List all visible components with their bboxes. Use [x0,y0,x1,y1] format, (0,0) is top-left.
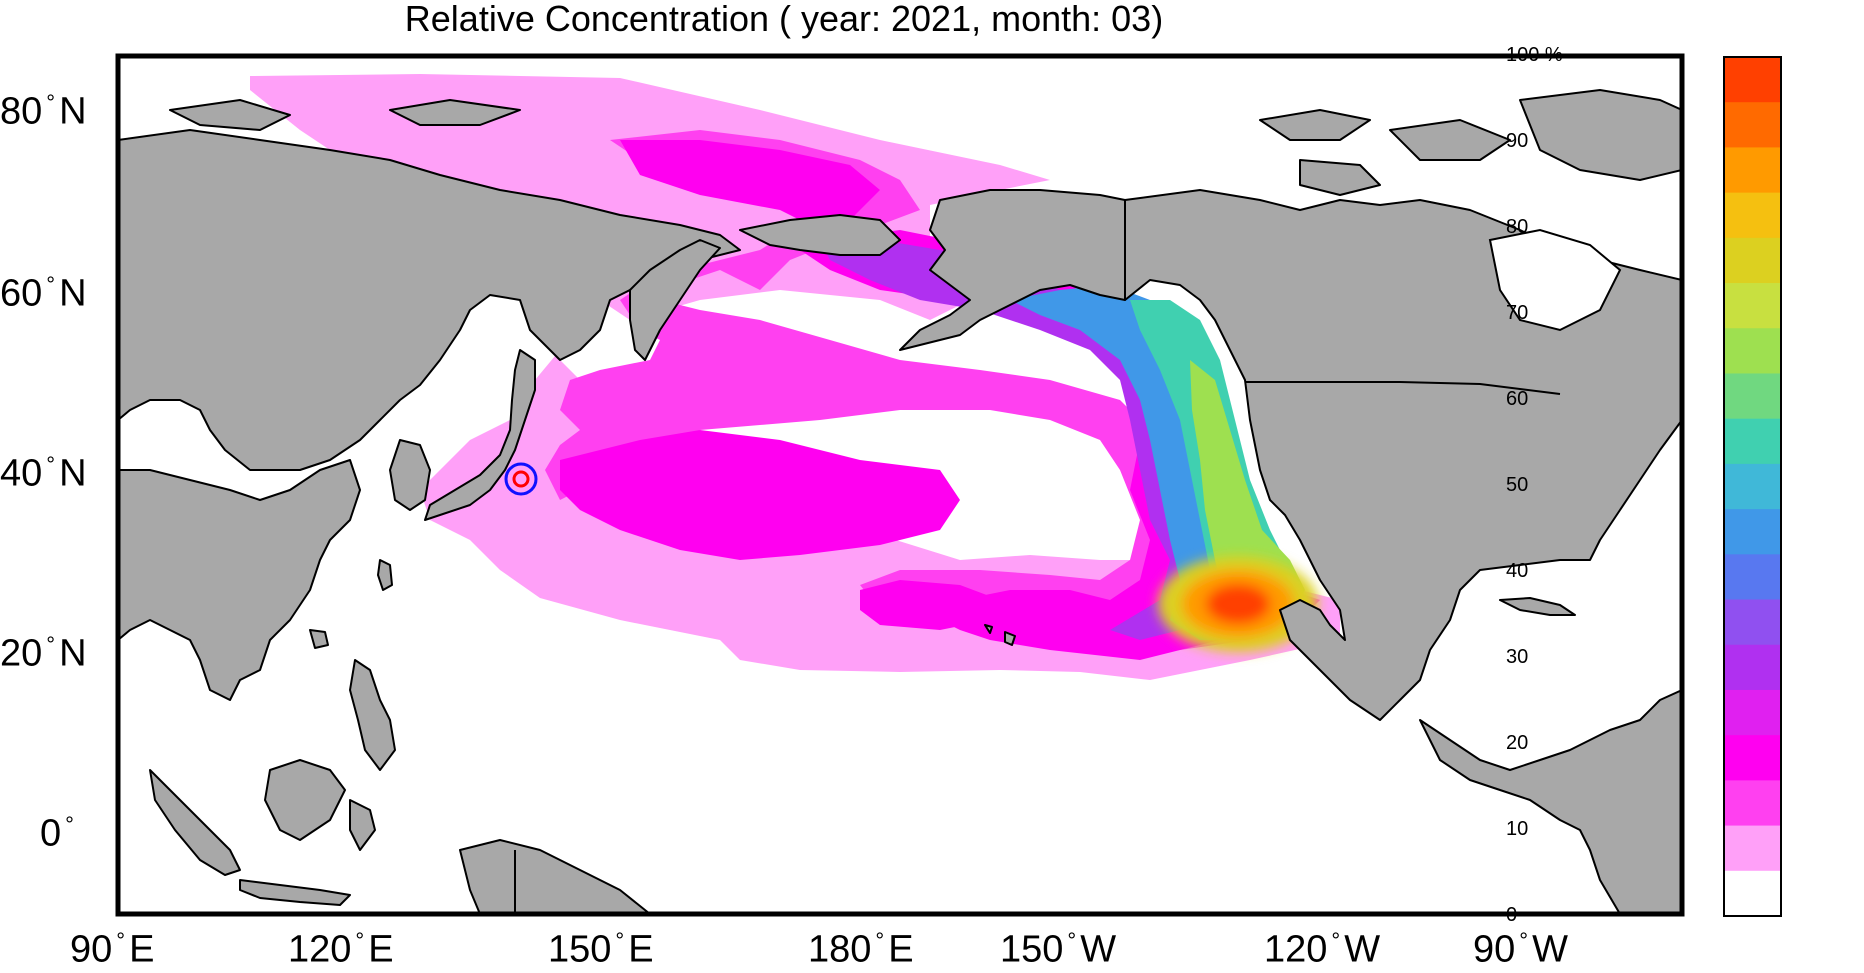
colorbar-label-40: 40 [1506,560,1529,582]
colorbar-segment [1724,147,1781,194]
colorbar-segment [1724,735,1781,781]
plume-level-10 [545,130,1320,655]
land-hainan [309,629,329,649]
colorbar-segment [1724,418,1781,465]
colorbar-segment [1724,599,1781,646]
colorbar-segment [1724,689,1781,736]
lat-label-80: 80 ° N [0,90,87,133]
source-marker [504,462,538,496]
land-borneo [264,759,346,841]
lat-label-0: 0 ° [40,812,74,855]
colorbar-segment [1724,328,1781,374]
plume-level-60 [1190,360,1305,620]
colorbar-segment [1724,283,1781,329]
source-marker-outer-ring [504,462,538,496]
colorbar [1724,57,1781,917]
colorbar-segment [1724,780,1781,827]
landmasses [118,89,1682,914]
colorbar-frame [1723,56,1782,917]
colorbar-segment [1724,870,1781,917]
colorbar-segment [1724,509,1781,555]
land-japan [424,349,536,521]
lon-label-90e: 90 ° E [70,928,155,971]
colorbar-label-100: 100 % [1506,44,1563,66]
lon-label-150e: 150 ° E [548,928,654,971]
lon-label-180e: 180 ° E [808,928,914,971]
land-kamchatka [629,239,721,361]
colorbar-label-70: 70 [1506,302,1529,324]
lat-label-40: 40 ° N [0,452,87,495]
lon-label-120e: 120 ° E [288,928,394,971]
colorbar-label-60: 60 [1506,388,1529,410]
land-philippines [349,659,396,771]
land-arctic-archipelago [1259,89,1682,196]
colorbar-segment [1724,463,1781,510]
colorbar-label-30: 30 [1506,646,1529,668]
hotspot-level-90 [1206,584,1270,624]
land-cuba [1499,597,1576,616]
land-korea [389,439,431,511]
colorbar-segment [1724,373,1781,420]
hudson-bay [1488,228,1622,332]
colorbar-segment [1724,57,1781,103]
lon-label-90w: 90 ° W [1473,928,1568,971]
colorbar-label-10: 10 [1506,818,1529,840]
colorbar-segment [1724,237,1781,284]
source-marker-inner-ring [512,470,530,488]
colorbar-segment [1724,644,1781,691]
land-taiwan [377,559,393,591]
colorbar-segment [1724,825,1781,872]
land-sumatra [149,769,241,876]
lon-label-120w: 120 ° W [1264,928,1381,971]
land-new-guinea [459,839,651,914]
plume-level-20 [560,140,1250,660]
colorbar-label-80: 80 [1506,216,1529,238]
colorbar-label-0: 0 [1506,904,1518,926]
land-arctic-islands [169,99,521,131]
colorbar-label-50: 50 [1506,474,1529,496]
colorbar-segment [1724,554,1781,601]
land-hawaii [984,624,1016,646]
lon-label-150w: 150 ° W [1000,928,1117,971]
land-chukotka [739,214,901,256]
map-title: Relative Concentration ( year: 2021, mon… [404,0,1164,39]
land-java [239,879,351,906]
borders [514,200,1561,914]
colorbar-label-90: 90 [1506,130,1529,152]
colorbar-segment [1724,192,1781,239]
border-us-canada [1245,381,1561,395]
land-sulawesi [349,799,376,851]
colorbar-label-20: 20 [1506,732,1529,754]
land-alaska [899,189,1126,351]
lat-label-60: 60 ° N [0,272,87,315]
lat-label-20: 20 ° N [0,632,87,675]
colorbar-segment [1724,102,1781,148]
land-asia [118,129,741,701]
map-frame [115,53,1685,917]
